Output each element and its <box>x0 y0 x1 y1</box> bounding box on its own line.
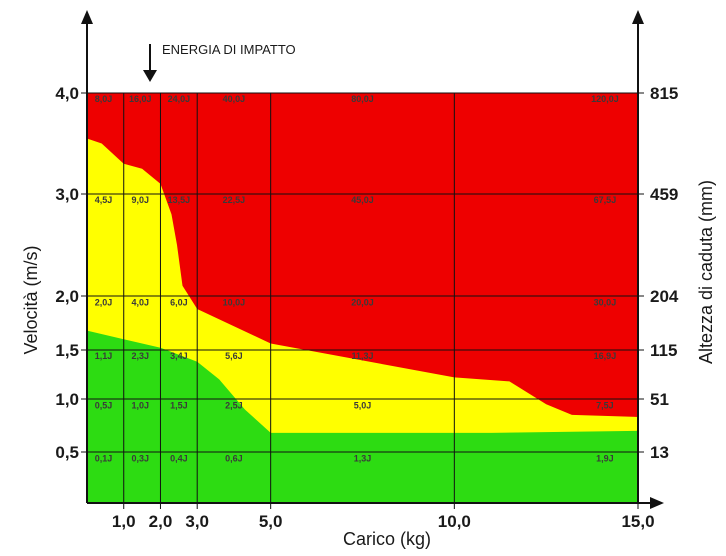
energy-value-label: 40,0J <box>223 94 246 104</box>
energy-value-label: 16,0J <box>129 94 152 104</box>
energy-value-label: 0,5J <box>95 400 113 410</box>
energy-value-label: 3,4J <box>170 351 188 361</box>
energy-value-label: 0,3J <box>131 454 149 464</box>
energy-value-label: 45,0J <box>351 195 374 205</box>
energy-value-label: 2,5J <box>225 400 243 410</box>
y-tick-label-left: 1,5 <box>55 341 79 360</box>
energy-value-label: 20,0J <box>351 297 374 307</box>
energy-value-label: 11,3J <box>351 351 373 361</box>
y-axis-label-right: Altezza di caduta (mm) <box>696 180 716 364</box>
y-tick-label-left: 1,0 <box>55 390 79 409</box>
energy-value-label: 0,6J <box>225 454 243 464</box>
y-axis-label-left: Velocità (m/s) <box>21 245 41 354</box>
x-tick-label: 1,0 <box>112 512 136 531</box>
y-tick-label-left: 4,0 <box>55 84 79 103</box>
x-tick-label: 3,0 <box>185 512 209 531</box>
energy-value-label: 13,5J <box>168 195 191 205</box>
energy-value-label: 1,9J <box>596 454 614 464</box>
energy-value-label: 2,0J <box>95 297 113 307</box>
y-tick-label-right: 51 <box>650 390 669 409</box>
green-zone <box>87 330 638 503</box>
energy-value-label: 16,9J <box>594 351 617 361</box>
x-tick-label: 2,0 <box>149 512 173 531</box>
y-tick-label-left: 3,0 <box>55 185 79 204</box>
x-axis-arrow <box>650 497 664 509</box>
x-tick-label: 5,0 <box>259 512 283 531</box>
y-tick-label-right: 815 <box>650 84 678 103</box>
energy-value-label: 30,0J <box>594 297 617 307</box>
energy-value-label: 0,4J <box>170 454 188 464</box>
tick-labels: 1,0 2,0 3,0 5,0 10,0 15,0 0,5 13 1,0 51 1,5 115 2,0 2… <box>55 84 679 531</box>
y-axis-left-arrow <box>81 10 93 24</box>
cell-labels: 0,1J 0,3J 0,4J 0,6J 1,3J 1,9J 0,5J 1,0J 1,5J 2,5J… <box>95 94 619 464</box>
chart-axes <box>81 10 664 509</box>
y-tick-label-right: 459 <box>650 185 678 204</box>
y-tick-label-right: 13 <box>650 443 669 462</box>
energy-value-label: 1,0J <box>131 400 149 410</box>
energy-value-label: 7,5J <box>596 400 614 410</box>
energy-value-label: 67,5J <box>594 195 617 205</box>
x-axis-label: Carico (kg) <box>343 529 431 549</box>
x-tick-label: 15,0 <box>621 512 654 531</box>
energy-value-label: 9,0J <box>131 195 149 205</box>
annotation-arrow-head <box>143 70 157 82</box>
y-tick-label-right: 115 <box>650 341 677 360</box>
energy-value-label: 10,0J <box>223 297 246 307</box>
energy-value-label: 4,0J <box>131 297 149 307</box>
energy-value-label: 2,3J <box>131 351 149 361</box>
y-axis-right-arrow <box>632 10 644 24</box>
energy-annotation: ENERGIA DI IMPATTO <box>143 42 296 82</box>
y-tick-label-left: 0,5 <box>55 443 79 462</box>
energy-value-label: 8,0J <box>95 94 113 104</box>
energy-value-label: 120,0J <box>591 94 619 104</box>
energy-value-label: 22,5J <box>223 195 246 205</box>
energy-value-label: 1,3J <box>354 454 372 464</box>
chart-zones <box>87 93 638 503</box>
energy-value-label: 80,0J <box>351 94 374 104</box>
annotation-text: ENERGIA DI IMPATTO <box>162 42 296 57</box>
y-tick-label-left: 2,0 <box>55 287 79 306</box>
energy-value-label: 1,1J <box>95 351 113 361</box>
energy-value-label: 4,5J <box>95 195 113 205</box>
x-tick-label: 10,0 <box>438 512 471 531</box>
energy-value-label: 0,1J <box>95 454 113 464</box>
energy-value-label: 5,6J <box>225 351 243 361</box>
energy-value-label: 5,0J <box>354 400 372 410</box>
energy-value-label: 24,0J <box>168 94 191 104</box>
energy-value-label: 1,5J <box>170 400 188 410</box>
y-tick-label-right: 204 <box>650 287 679 306</box>
energy-value-label: 6,0J <box>170 297 188 307</box>
